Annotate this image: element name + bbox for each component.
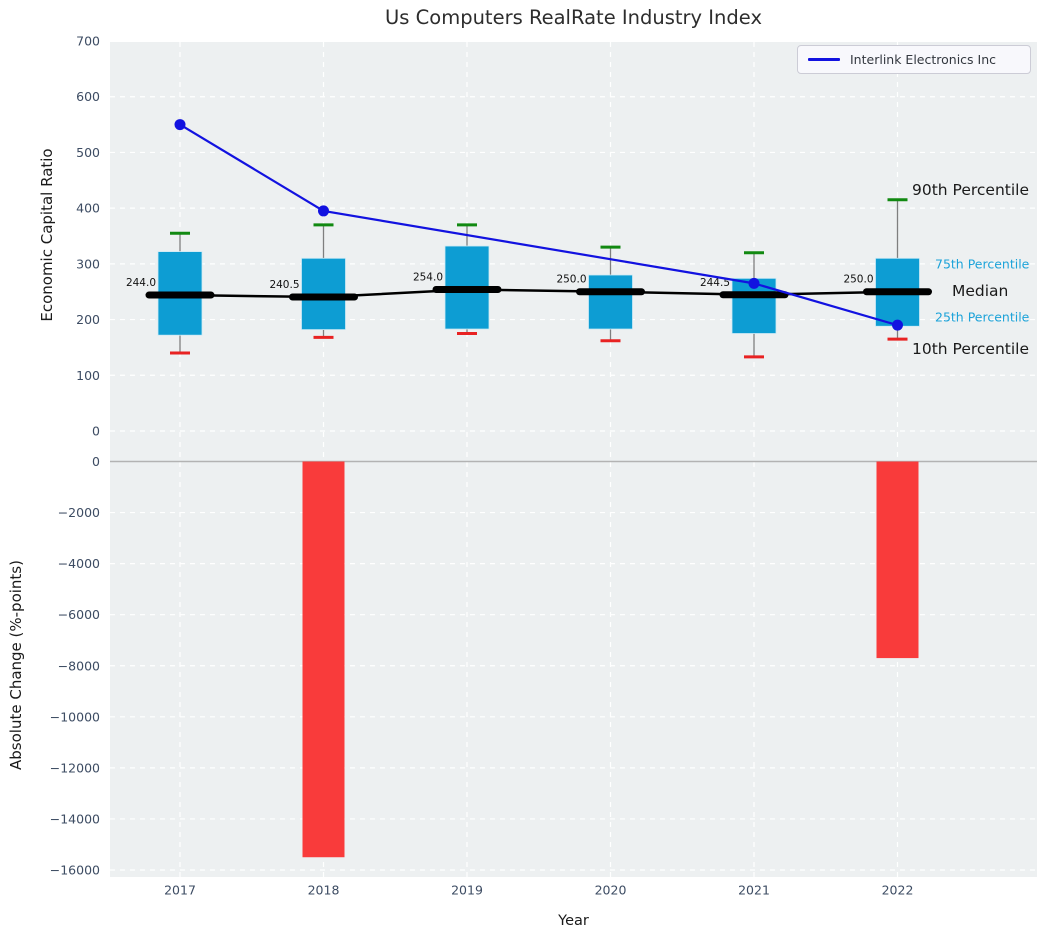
median-value-label-2017: 244.0 xyxy=(126,277,156,289)
y-tick-label-top: 200 xyxy=(76,312,100,327)
annotation-median: Median xyxy=(952,282,1009,300)
y-tick-label-top: 0 xyxy=(92,424,100,439)
y-tick-label-top: 100 xyxy=(76,368,100,383)
change-bar-2022 xyxy=(876,461,919,659)
median-value-label-2021: 244.5 xyxy=(700,277,730,289)
y-tick-label-bottom: −2000 xyxy=(58,505,100,520)
y-tick-label-top: 500 xyxy=(76,145,100,160)
company-line-marker xyxy=(318,205,329,217)
company-line xyxy=(179,123,898,327)
change-bar-2018 xyxy=(302,461,345,858)
iqr-box-2020 xyxy=(588,274,633,330)
median-value-label-2020: 250.0 xyxy=(556,274,586,286)
y-tick-label-bottom: −8000 xyxy=(58,658,100,673)
y-tick-label-bottom: −12000 xyxy=(50,760,100,775)
y-axis-label-bottom: Absolute Change (%-points) xyxy=(7,560,25,770)
company-line-marker xyxy=(892,319,903,331)
y-tick-label-bottom: −6000 xyxy=(58,607,100,622)
x-axis-label: Year xyxy=(558,913,589,929)
y-tick-label-top: 400 xyxy=(76,201,100,216)
x-tick-label: 2019 xyxy=(451,883,483,898)
company-line-marker xyxy=(174,119,186,131)
y-tick-label-bottom: −14000 xyxy=(50,811,100,826)
x-tick-label: 2021 xyxy=(738,883,770,898)
annotation-25th-percentile: 25th Percentile xyxy=(935,309,1030,325)
chart-title: Us Computers RealRate Industry Index xyxy=(385,6,762,29)
median-value-label-2019: 254.0 xyxy=(413,271,443,283)
x-tick-label: 2017 xyxy=(164,883,196,898)
y-tick-label-bottom: −4000 xyxy=(58,556,100,571)
y-tick-label-top: 700 xyxy=(76,34,100,49)
company-line-marker xyxy=(748,277,760,289)
y-tick-label-bottom: −16000 xyxy=(50,863,100,878)
y-axis-label-top: Economic Capital Ratio xyxy=(38,148,56,322)
plot-background xyxy=(110,42,1037,877)
legend-line-swatch xyxy=(808,58,840,61)
x-tick-label: 2020 xyxy=(595,883,627,898)
y-tick-label-top: 300 xyxy=(76,256,100,271)
legend-label: Interlink Electronics Inc xyxy=(850,52,997,67)
legend: Interlink Electronics Inc xyxy=(797,45,1031,74)
annotation-10th-percentile: 10th Percentile xyxy=(912,340,1030,358)
annotation-90th-percentile: 90th Percentile xyxy=(912,181,1030,199)
y-tick-label-bottom: 0 xyxy=(92,454,100,469)
y-tick-label-top: 600 xyxy=(76,89,100,104)
median-value-label-2022: 250.0 xyxy=(843,274,873,286)
median-value-label-2018: 240.5 xyxy=(269,279,299,291)
x-tick-label: 2022 xyxy=(882,883,914,898)
y-tick-label-bottom: −10000 xyxy=(50,709,100,724)
annotation-75th-percentile: 75th Percentile xyxy=(935,256,1030,272)
x-tick-label: 2018 xyxy=(308,883,340,898)
